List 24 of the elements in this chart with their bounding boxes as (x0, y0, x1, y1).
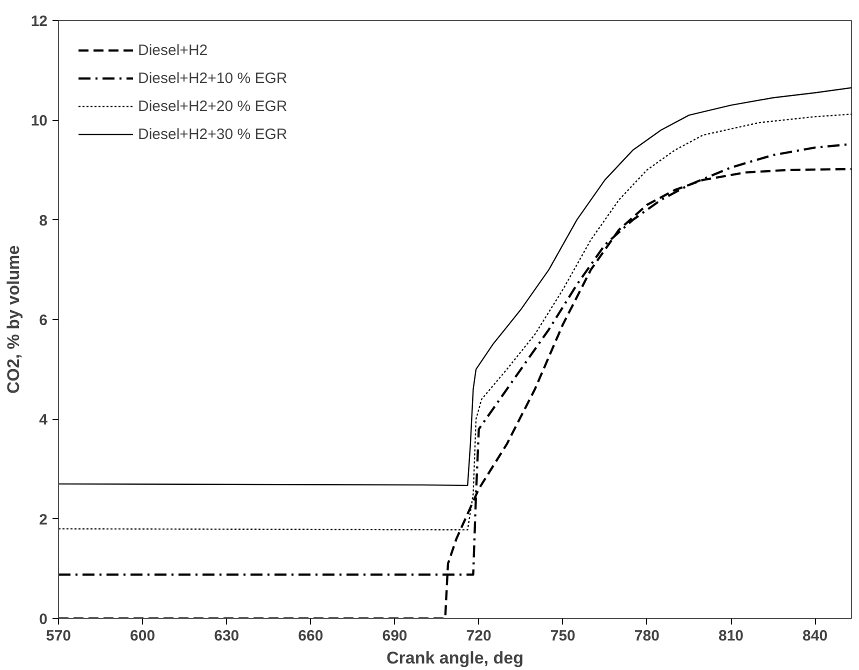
y-tick-label: 2 (39, 511, 48, 528)
line-series (58, 87, 852, 486)
x-axis-title: Crank angle, deg (386, 648, 524, 668)
x-tick-label: 810 (718, 628, 744, 644)
y-tick-label: 6 (39, 312, 48, 329)
x-tick-label: 780 (634, 628, 660, 644)
y-tick-label: 8 (39, 212, 48, 230)
x-tick-label: 630 (214, 628, 240, 644)
x-tick-label: 600 (130, 628, 156, 644)
y-tick-label: 0 (39, 611, 48, 628)
x-tick-label: 660 (298, 628, 324, 644)
x-tick-label: 570 (46, 628, 72, 644)
legend-label: Diesel+H2+20 % EGR (138, 98, 288, 114)
legend-label: Diesel+H2+30 % EGR (138, 126, 288, 142)
y-tick-label: 10 (30, 112, 48, 130)
y-axis-title: CO2, % by volume (4, 245, 23, 394)
legend-label: Diesel+H2 (138, 42, 208, 58)
legend-label: Diesel+H2+10 % EGR (138, 70, 288, 86)
y-tick-label: 12 (30, 13, 48, 30)
x-tick-label: 720 (466, 628, 492, 644)
x-tick-label: 750 (550, 628, 576, 644)
x-tick-label: 690 (382, 628, 408, 644)
y-tick-label: 4 (39, 412, 48, 429)
x-tick-label: 840 (802, 628, 828, 644)
